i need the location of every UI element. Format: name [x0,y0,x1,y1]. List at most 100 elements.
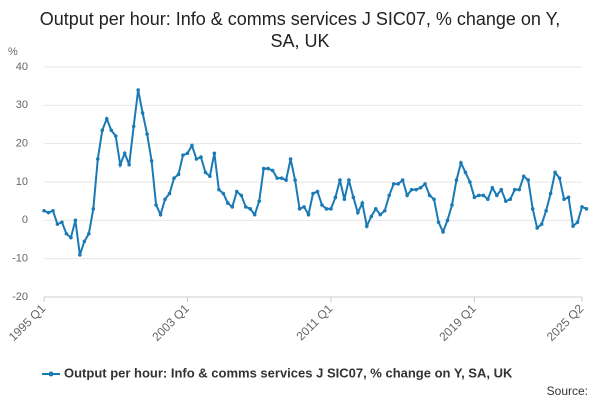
data-point [185,151,190,156]
data-point [405,193,409,198]
data-point [279,176,284,180]
data-point [55,222,60,226]
data-point [373,207,378,211]
data-point [275,176,279,180]
data-point [145,132,149,136]
data-point [499,187,504,192]
data-point [423,182,427,186]
data-point [176,172,181,177]
data-point [100,128,105,133]
data-point [472,195,477,200]
data-point [221,191,226,196]
data-point [548,191,553,196]
data-point [297,207,302,211]
data-point [378,212,383,217]
data-point [78,253,82,257]
data-point [329,207,333,211]
data-point [450,203,454,207]
chart-title: Output per hour: Info & comms services J… [39,9,561,51]
data-point [418,185,423,190]
data-point [409,187,414,192]
y-tick-label: 30 [16,99,28,111]
x-tick-label: 2011 Q1 [293,301,335,343]
data-point [243,205,248,209]
y-tick-label: 10 [16,176,28,188]
data-point [459,161,463,165]
x-tick-label: 2025 Q2 [544,301,587,344]
data-point [414,187,418,192]
legend-label: Output per hour: Info & comms services J… [64,365,513,380]
data-point [477,193,481,198]
data-point [535,226,539,230]
data-point [445,218,450,223]
data-point [60,220,64,225]
data-point [82,239,87,244]
data-point [302,205,306,209]
y-tick-label: 40 [16,61,28,73]
data-point [369,214,374,219]
data-point [486,197,490,202]
x-tick-label: 1995 Q1 [6,301,49,344]
data-point [495,193,499,198]
data-point [181,153,185,157]
data-point [131,124,136,129]
x-tick-label: 2003 Q1 [149,301,192,344]
data-point [365,224,369,228]
data-point [562,197,566,202]
data-point [503,199,508,203]
data-point [172,176,176,180]
data-point [539,222,544,226]
data-point [158,212,163,217]
data-point [347,178,351,182]
data-point [73,218,78,223]
y-axis-label: % [8,46,18,58]
data-point [46,210,51,215]
data-point [248,207,253,211]
data-point [463,170,468,175]
data-point [226,201,230,205]
data-point [154,203,158,207]
data-point [382,208,387,213]
data-point [230,205,235,209]
source: Source: [547,384,588,398]
data-point [306,212,311,217]
data-point [584,207,589,211]
data-point [122,151,127,156]
data-point [396,182,400,186]
data-point [239,193,244,198]
data-point [517,187,522,192]
data-point [51,208,55,213]
data-point [149,159,154,163]
data-point [580,205,584,209]
data-point [42,208,46,213]
y-tick-label: 0 [22,214,28,226]
data-point [320,203,324,207]
data-point [387,193,392,198]
data-point [167,191,172,196]
data-point [284,178,288,182]
data-point [436,220,441,225]
data-point [217,187,221,192]
data-line [43,89,587,256]
data-point [333,195,338,200]
data-point [351,195,356,200]
data-point [261,166,266,171]
data-point [96,157,100,161]
data-point [557,176,562,180]
data-point [315,189,320,194]
data-point [441,230,445,234]
data-point [212,151,217,156]
data-point [136,88,140,92]
data-point [481,193,486,198]
data-point [432,197,436,202]
data-point [266,166,270,171]
data-point [252,212,257,217]
data-point [342,197,347,202]
data-point [324,207,329,211]
data-point [118,162,123,167]
data-point [87,231,91,236]
data-point [109,128,114,133]
data-point [163,197,167,202]
